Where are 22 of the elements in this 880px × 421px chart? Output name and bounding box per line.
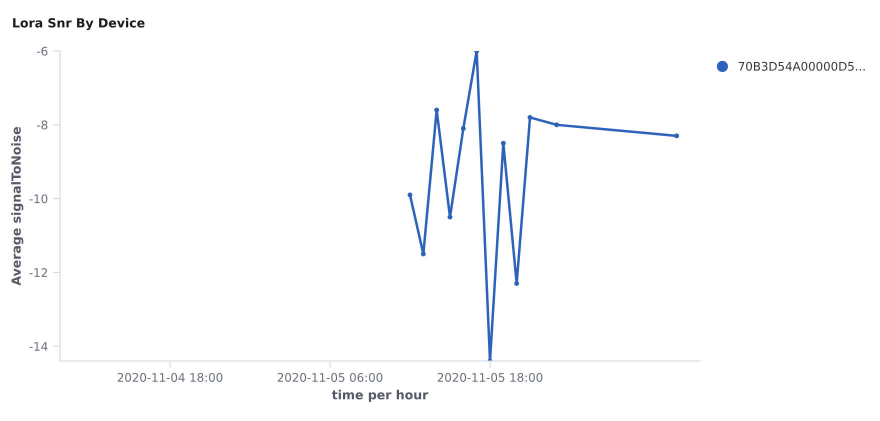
point bbox=[420, 252, 426, 256]
point bbox=[554, 122, 560, 128]
x-axis-title: time per hour bbox=[332, 390, 428, 402]
legend-label: 70B3D54A00000D5... bbox=[738, 62, 865, 71]
point bbox=[448, 214, 452, 220]
x-tick-label: 2020-11-05 18:00 bbox=[438, 373, 542, 382]
point bbox=[528, 115, 532, 120]
y-tick-label: -6 bbox=[37, 46, 48, 56]
x-tick-label: 2020-11-04 18:00 bbox=[118, 373, 222, 382]
point bbox=[460, 126, 466, 131]
y-tick-label: -8 bbox=[37, 120, 48, 130]
y-axis-title: Average signalToNoise bbox=[11, 126, 24, 286]
point bbox=[674, 133, 680, 138]
x-tick-label: 2020-11-05 06:00 bbox=[278, 373, 382, 382]
y-tick-label: -12 bbox=[29, 268, 48, 277]
chart-title: Lora Snr By Device bbox=[13, 18, 145, 30]
point bbox=[434, 108, 440, 112]
y-tick-label: -10 bbox=[29, 194, 48, 204]
point bbox=[514, 281, 520, 286]
y-tick-label: -14 bbox=[29, 342, 48, 351]
point bbox=[500, 140, 506, 146]
point bbox=[408, 192, 412, 198]
